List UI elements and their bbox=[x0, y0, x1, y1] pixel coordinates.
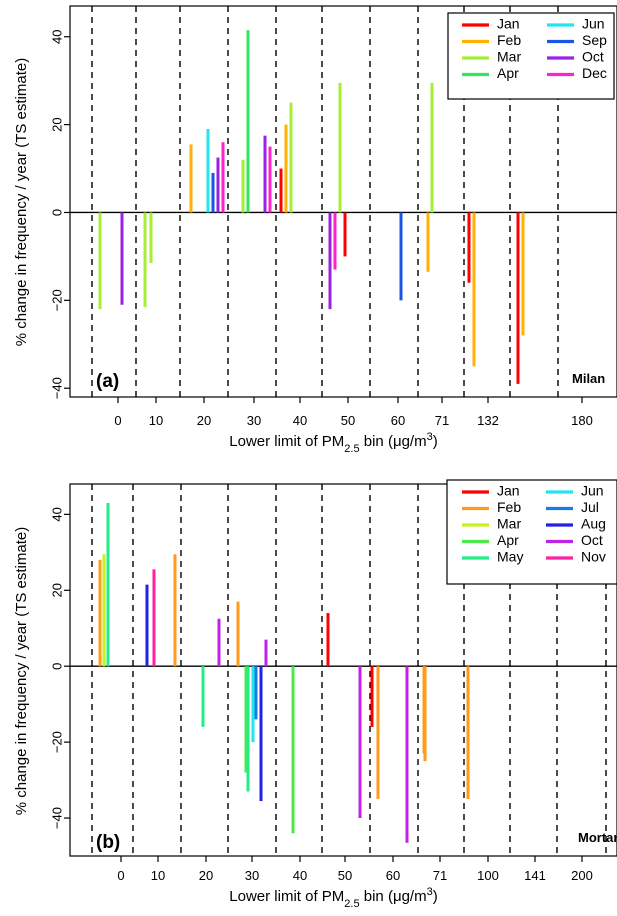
x-tick-label: 200 bbox=[571, 868, 593, 883]
legend-label-may: May bbox=[497, 549, 523, 565]
x-tick-label: 71 bbox=[433, 868, 447, 883]
x-tick-label: 180 bbox=[571, 413, 593, 428]
plot-frame bbox=[69, 483, 617, 857]
x-tick-label: 50 bbox=[338, 868, 352, 883]
x-axis-title-main: Lower limit of PM bbox=[229, 433, 344, 450]
legend-label-feb: Feb bbox=[497, 32, 521, 48]
legend-box bbox=[447, 12, 615, 100]
x-tick-label: 40 bbox=[293, 868, 307, 883]
x-axis-title-superscript: 3 bbox=[427, 431, 433, 443]
x-tick-label: 0 bbox=[114, 413, 121, 428]
legend-label-mar: Mar bbox=[497, 49, 521, 65]
x-axis-title: Lower limit of PM2.5 bin (μg/m3) bbox=[229, 431, 437, 455]
panel-tag: (a) bbox=[96, 371, 119, 392]
site-label: Mortara bbox=[578, 830, 617, 845]
x-tick-label: 30 bbox=[247, 413, 261, 428]
legend-label-feb: Feb bbox=[497, 499, 521, 515]
x-tick-label: 0 bbox=[117, 868, 124, 883]
legend-label-oct: Oct bbox=[582, 49, 604, 65]
plot-frame bbox=[69, 5, 617, 398]
x-tick-label: 60 bbox=[391, 413, 405, 428]
legend-label-apr: Apr bbox=[497, 65, 519, 81]
legend-label-jan: Jan bbox=[497, 16, 520, 32]
legend-label-apr: Apr bbox=[497, 532, 519, 548]
x-axis-title-unit: bin (μg/m bbox=[360, 888, 427, 905]
y-tick-label: −20 bbox=[49, 731, 64, 753]
site-label: Milan bbox=[572, 371, 605, 386]
x-tick-label: 10 bbox=[149, 413, 163, 428]
y-tick-label: 0 bbox=[49, 209, 64, 216]
x-tick-label: 50 bbox=[341, 413, 355, 428]
x-axis-title-subscript: 2.5 bbox=[344, 898, 359, 910]
x-tick-label: 60 bbox=[386, 868, 400, 883]
y-tick-label: 0 bbox=[49, 663, 64, 670]
y-tick-label: −40 bbox=[49, 377, 64, 399]
legend-label-dec: Dec bbox=[582, 65, 607, 81]
x-axis-title-close: ) bbox=[433, 888, 438, 905]
legend-label-aug: Aug bbox=[581, 516, 606, 532]
x-tick-label: 10 bbox=[151, 868, 165, 883]
x-tick-label: 132 bbox=[477, 413, 499, 428]
panel-tag: (b) bbox=[96, 832, 120, 853]
y-tick-label: 40 bbox=[49, 30, 64, 44]
x-axis-title-superscript: 3 bbox=[427, 886, 433, 898]
x-tick-label: 20 bbox=[199, 868, 213, 883]
y-tick-label: −40 bbox=[49, 807, 64, 829]
legend-label-jun: Jun bbox=[582, 16, 605, 32]
chart-panel-b: −40 −20 0 20 40 0 10 20 30 40 50 60 71 100 141 200 % cha… bbox=[13, 479, 617, 910]
y-tick-label: 20 bbox=[49, 583, 64, 597]
y-tick-label: −20 bbox=[49, 289, 64, 311]
legend-label-jun: Jun bbox=[581, 483, 604, 499]
chart-panel-a: −40 −20 0 20 40 0 10 20 30 40 50 60 71 132 180 % change… bbox=[13, 5, 617, 455]
legend-box bbox=[446, 479, 617, 585]
x-tick-label: 71 bbox=[435, 413, 449, 428]
legend-label-nov: Nov bbox=[581, 549, 606, 565]
x-axis-title-close: ) bbox=[433, 433, 438, 450]
y-axis-title: % change in frequency / year (TS estimat… bbox=[13, 527, 30, 815]
x-axis-title-unit: bin (μg/m bbox=[360, 433, 427, 450]
x-tick-label: 100 bbox=[477, 868, 499, 883]
y-tick-label: 20 bbox=[49, 117, 64, 131]
legend-label-oct: Oct bbox=[581, 532, 603, 548]
legend-label-jan: Jan bbox=[497, 483, 520, 499]
y-tick-label: 40 bbox=[49, 507, 64, 521]
x-tick-label: 20 bbox=[197, 413, 211, 428]
y-axis-title: % change in frequency / year (TS estimat… bbox=[13, 58, 30, 346]
x-axis-title-main: Lower limit of PM bbox=[229, 888, 344, 905]
x-tick-label: 141 bbox=[524, 868, 546, 883]
legend-label-sep: Sep bbox=[582, 32, 607, 48]
legend-label-mar: Mar bbox=[497, 516, 521, 532]
x-axis-title: Lower limit of PM2.5 bin (μg/m3) bbox=[229, 886, 437, 910]
legend-label-jul: Jul bbox=[581, 499, 599, 515]
x-tick-label: 30 bbox=[245, 868, 259, 883]
x-axis-title-subscript: 2.5 bbox=[344, 443, 359, 455]
x-tick-label: 40 bbox=[293, 413, 307, 428]
